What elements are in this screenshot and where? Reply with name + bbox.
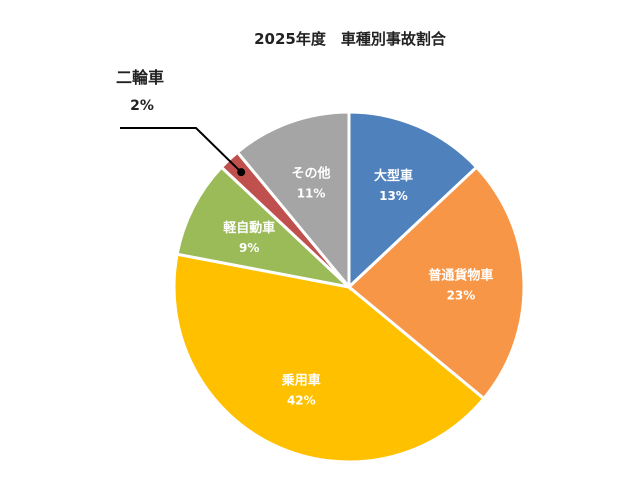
slice-3 [175,165,354,290]
pie-slices [172,110,526,464]
slice-1 [346,165,526,401]
slice-4-label: 二輪車 [116,68,164,87]
slice-4-value-label: 2% [130,98,154,114]
slice-4-leader-line [120,127,242,173]
pie-labels: 大型車 13% 普通貨物車 23% 乗用車 42% 軽自動車 9% 二輪車 2% その他 11% [116,68,493,407]
slice-3-value-label: 9% [239,241,259,255]
slice-2-label: 乗用車 [281,372,321,388]
slice-0-value-label: 13% [379,189,408,203]
slice-3-label: 軽自動車 [223,220,275,236]
slice-0-label: 大型車 [374,168,413,184]
slice-1-value-label: 23% [447,288,476,302]
slice-4-leader-dot [237,168,246,177]
slice-5-value-label: 11% [297,187,326,201]
slice-0 [347,110,479,291]
slice-5-label: その他 [292,166,331,182]
slice-2-value-label: 42% [287,393,316,407]
slice-2 [172,252,486,464]
chart-title: 2025年度 車種別事故割合 [254,30,447,48]
slice-5 [235,110,351,292]
slice-1-label: 普通貨物車 [428,267,493,283]
